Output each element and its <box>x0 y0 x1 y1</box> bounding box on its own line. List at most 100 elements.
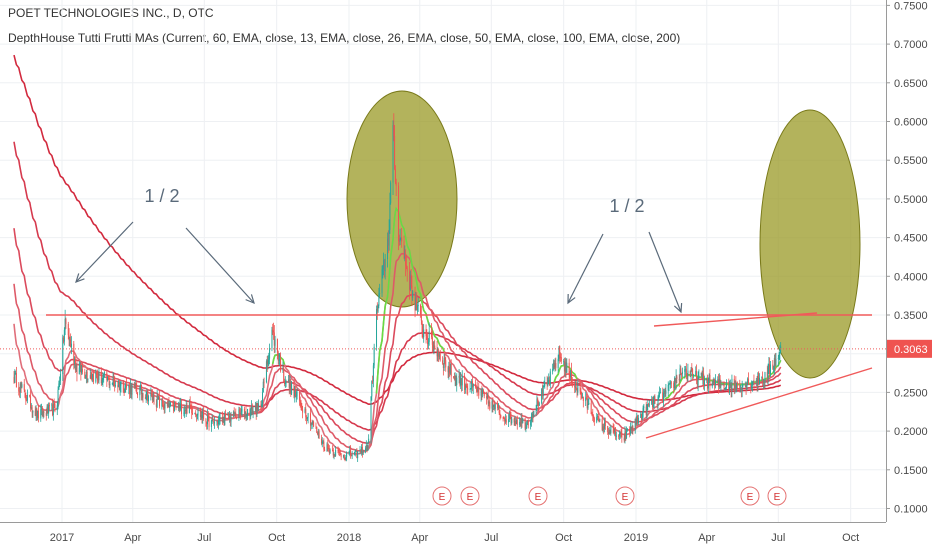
candle-body <box>604 422 606 426</box>
candle-body <box>537 401 539 406</box>
candle-body <box>245 411 247 416</box>
candle-body <box>378 293 380 306</box>
candle-body <box>779 348 781 354</box>
candle-body <box>225 414 227 416</box>
candle-body <box>493 404 495 407</box>
candle-body <box>196 415 198 417</box>
candle-body <box>717 379 719 381</box>
candle-body <box>527 420 529 426</box>
candle-body <box>265 361 267 383</box>
y-tick-label: 0.6500 <box>894 78 928 90</box>
candle-body <box>383 260 385 268</box>
candle-body <box>122 382 124 393</box>
candle-body <box>108 378 110 386</box>
candle-body <box>623 437 625 441</box>
candle-body <box>533 411 535 417</box>
candle-body <box>755 380 757 383</box>
candle-body <box>162 399 164 406</box>
candle-body <box>41 408 43 410</box>
candle-body <box>712 382 714 384</box>
candle-body <box>250 405 252 410</box>
candle-body <box>227 413 229 416</box>
candle-body <box>295 390 297 398</box>
candle-body <box>482 390 484 395</box>
candle-body <box>366 445 368 451</box>
candle-body <box>510 416 512 424</box>
y-tick-label: 0.1500 <box>894 465 928 477</box>
candle-body <box>181 403 183 415</box>
candle-body <box>107 377 109 379</box>
candle-body <box>654 396 656 404</box>
candle-body <box>427 342 429 345</box>
candle-body <box>213 421 215 424</box>
moving-average-line <box>13 228 782 445</box>
earnings-marker-label: E <box>622 492 629 503</box>
candle-body <box>34 410 36 416</box>
x-tick-label: Apr <box>698 532 715 544</box>
candle-body <box>307 413 309 418</box>
candle-body <box>327 444 329 449</box>
candle-body <box>641 413 643 420</box>
moving-average-line <box>13 141 782 431</box>
candle-body <box>63 329 65 342</box>
candle-body <box>466 386 468 389</box>
candle-body <box>117 385 119 387</box>
y-tick-label: 0.2000 <box>894 426 928 438</box>
candle-body <box>107 377 109 381</box>
candle-body <box>70 343 72 348</box>
indicator-legend[interactable]: DepthHouse Tutti Frutti MAs (Current, 60… <box>8 31 681 45</box>
candle-body <box>515 421 517 424</box>
candle-body <box>469 388 471 390</box>
candle-body <box>25 397 27 401</box>
candles <box>13 113 782 462</box>
candle-body <box>354 451 356 455</box>
candle-body <box>692 369 694 376</box>
candle-body <box>461 375 463 386</box>
candle-body <box>740 388 742 390</box>
candle-body <box>614 431 616 433</box>
candle-body <box>535 410 537 412</box>
candle-body <box>30 396 32 409</box>
candle-body <box>577 385 579 393</box>
candle-body <box>625 431 627 439</box>
candle-body <box>152 395 154 401</box>
candle-body <box>84 371 86 379</box>
candle-body <box>125 384 127 388</box>
candle-body <box>43 411 45 413</box>
candle-body <box>416 305 418 311</box>
candle-body <box>36 408 38 418</box>
candle-body <box>621 433 623 438</box>
candle-body <box>263 381 265 383</box>
candle-body <box>45 412 47 416</box>
candle-body <box>212 418 214 422</box>
candle-body <box>412 291 414 298</box>
candle-body <box>150 393 152 397</box>
candle-body <box>637 416 639 423</box>
candle-body <box>276 339 278 353</box>
candle-body <box>48 405 50 407</box>
candle-body <box>624 431 626 441</box>
candle-body <box>387 238 389 260</box>
candle-body <box>769 364 771 375</box>
candle-body <box>381 269 383 294</box>
candle-body <box>405 256 407 266</box>
earnings-marker <box>740 486 760 506</box>
candle-body <box>140 384 142 388</box>
candle-body <box>647 404 649 406</box>
candle-body <box>448 367 450 373</box>
candle-body <box>438 352 440 357</box>
candle-body <box>257 403 259 406</box>
candle-body <box>147 390 149 402</box>
candle-body <box>370 396 372 439</box>
candle-body <box>480 389 482 396</box>
candle-body <box>734 380 736 390</box>
candle-body <box>662 392 664 402</box>
candle-body <box>607 432 609 434</box>
candle-body <box>103 372 105 374</box>
candle-body <box>432 344 434 352</box>
candle-body <box>35 408 37 416</box>
candle-body <box>178 405 180 409</box>
candle-body <box>65 318 67 324</box>
candle-body <box>359 449 361 452</box>
